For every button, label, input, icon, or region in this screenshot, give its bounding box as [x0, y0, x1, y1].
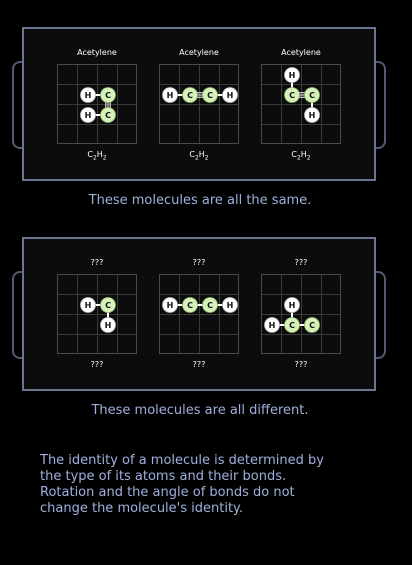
svg-text:H: H — [289, 301, 296, 310]
svg-text:H: H — [309, 111, 316, 120]
hydrogen-atom: H — [284, 297, 300, 313]
svg-text:C: C — [187, 301, 193, 310]
carbon-atom: C — [202, 297, 218, 313]
hydrogen-atom: H — [222, 297, 238, 313]
molecule-formula: ??? — [192, 360, 206, 369]
hydrogen-atom: H — [304, 107, 320, 123]
info-line: The identity of a molecule is determined… — [40, 453, 324, 468]
info-line: change the molecule's identity. — [40, 501, 244, 516]
svg-text:H: H — [167, 91, 174, 100]
carbon-atom: C — [100, 107, 116, 123]
molecule-grid: H C H C — [57, 64, 137, 144]
svg-text:H: H — [227, 91, 234, 100]
carbon-atom: C — [202, 87, 218, 103]
hydrogen-atom: H — [80, 107, 96, 123]
carbon-atom: C — [100, 87, 116, 103]
carbon-atom: C — [182, 297, 198, 313]
different-molecules-panel: ??? H C H ??? ??? H C C H ??? ??? H H C C ??? — [12, 237, 386, 391]
hydrogen-atom: H — [222, 87, 238, 103]
panel-left-bracket — [12, 61, 22, 149]
svg-text:C: C — [105, 91, 111, 100]
svg-text:C: C — [105, 111, 111, 120]
molecule-formula: C2H2 — [189, 150, 209, 162]
info-line: the type of its atoms and their bonds. — [40, 469, 287, 484]
panel-right-bracket — [376, 61, 386, 149]
svg-text:H: H — [105, 321, 112, 330]
svg-text:C: C — [289, 91, 295, 100]
panel-left-bracket — [12, 271, 22, 359]
svg-text:C: C — [187, 91, 193, 100]
panel-right-bracket — [376, 271, 386, 359]
hydrogen-atom: H — [162, 87, 178, 103]
carbon-atom: C — [182, 87, 198, 103]
carbon-atom: C — [100, 297, 116, 313]
molecule-grid: H C H — [57, 274, 137, 354]
svg-text:C: C — [207, 91, 213, 100]
svg-text:C: C — [309, 321, 315, 330]
molecule-name: ??? — [192, 258, 206, 267]
molecule-name: ??? — [294, 258, 308, 267]
svg-text:H: H — [167, 301, 174, 310]
svg-text:H: H — [85, 91, 92, 100]
info-paragraph: The identity of a molecule is determined… — [40, 453, 380, 517]
carbon-atom: C — [284, 317, 300, 333]
hydrogen-atom: H — [80, 297, 96, 313]
svg-text:C: C — [309, 91, 315, 100]
svg-text:C: C — [105, 301, 111, 310]
hydrogen-atom: H — [80, 87, 96, 103]
different-caption: These molecules are all different. — [91, 403, 309, 418]
svg-text:H: H — [289, 71, 296, 80]
info-line: Rotation and the angle of bonds do not — [40, 485, 295, 500]
carbon-atom: C — [284, 87, 300, 103]
molecule-formula: ??? — [90, 360, 104, 369]
svg-text:C: C — [289, 321, 295, 330]
hydrogen-atom: H — [100, 317, 116, 333]
svg-text:H: H — [85, 111, 92, 120]
molecule-name: Acetylene — [179, 48, 219, 57]
carbon-atom: C — [304, 87, 320, 103]
svg-text:H: H — [269, 321, 276, 330]
hydrogen-atom: H — [162, 297, 178, 313]
molecule-formula: C2H2 — [87, 150, 107, 162]
molecule-formula: C2H2 — [291, 150, 311, 162]
hydrogen-atom: H — [264, 317, 280, 333]
molecule-grid: H H C C — [261, 274, 341, 354]
molecule-formula: ??? — [294, 360, 308, 369]
same-caption: These molecules are all the same. — [88, 193, 312, 208]
carbon-atom: C — [304, 317, 320, 333]
hydrogen-atom: H — [284, 67, 300, 83]
svg-text:C: C — [207, 301, 213, 310]
molecule-name: Acetylene — [281, 48, 321, 57]
svg-text:H: H — [227, 301, 234, 310]
molecule-name: Acetylene — [77, 48, 117, 57]
molecule-grid: H C C H — [261, 64, 341, 144]
molecule-name: ??? — [90, 258, 104, 267]
svg-text:H: H — [85, 301, 92, 310]
